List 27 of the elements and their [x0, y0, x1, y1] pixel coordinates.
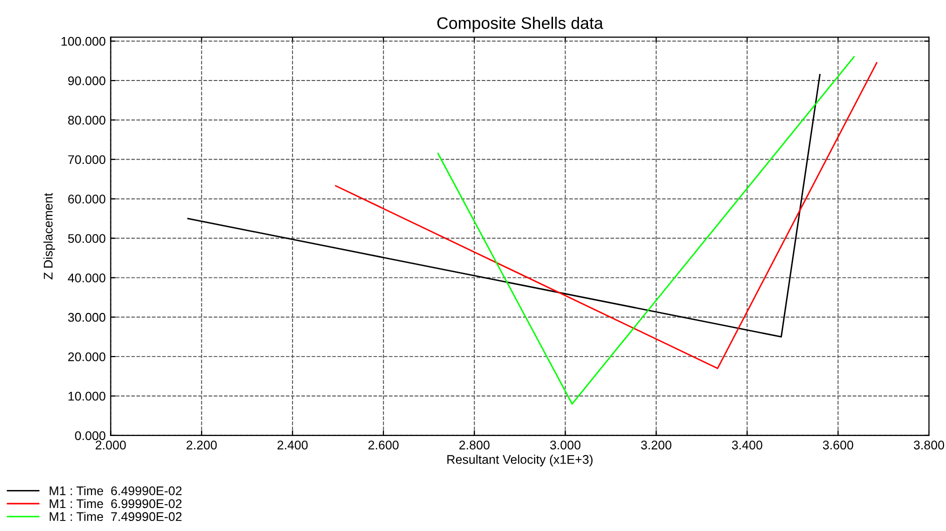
x-tick-label: 2.000 — [96, 440, 126, 450]
chart-title: Composite Shells data — [437, 16, 604, 32]
y-tick-label: 50.000 — [68, 234, 106, 243]
x-tick-label: 3.200 — [641, 440, 672, 450]
x-tick-label: 2.200 — [186, 440, 217, 450]
y-tick-label: 40.000 — [68, 274, 106, 282]
y-tick-label: 30.000 — [68, 312, 106, 322]
y-tick-label: 10.000 — [68, 392, 106, 401]
x-tick-label: 3.600 — [822, 440, 854, 450]
legend-label: M1 : Time 6.49990E-02 — [50, 486, 182, 496]
y-tick-label: 90.000 — [68, 76, 106, 86]
x-axis-title: Resultant Velocity (x1E+3) — [447, 454, 593, 466]
x-tick-label: 3.800 — [914, 440, 944, 450]
x-tick-label: 2.400 — [278, 440, 308, 450]
y-tick-label: 100.000 — [62, 36, 106, 46]
x-tick-label: 3.400 — [732, 440, 762, 450]
x-tick-label: 3.000 — [550, 440, 580, 450]
y-tick-label: 70.000 — [68, 155, 106, 164]
legend-label: M1 : Time 6.99990E-02 — [50, 498, 182, 508]
y-tick-label: 20.000 — [68, 352, 106, 362]
x-tick-label: 2.800 — [459, 440, 490, 450]
y-axis-title: Z Displacement — [43, 192, 56, 280]
legend-label: M1 : Time 7.49990E-02 — [50, 512, 182, 522]
y-tick-label: 0.000 — [75, 431, 106, 440]
y-tick-label: 80.000 — [68, 116, 106, 125]
x-tick-label: 2.600 — [368, 440, 399, 450]
y-tick-label: 60.000 — [68, 194, 106, 204]
